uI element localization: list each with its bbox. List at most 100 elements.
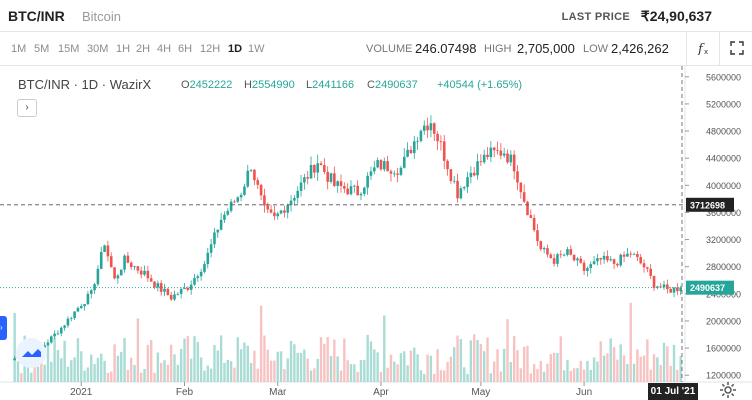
candle-body — [586, 268, 589, 271]
x-tick-label: May — [471, 387, 490, 398]
timeframe-4h[interactable]: 4H — [157, 43, 172, 55]
crosshair-price-badge — [686, 197, 734, 212]
volume-bar — [176, 364, 180, 382]
volume-bar — [249, 362, 253, 382]
volume-bar — [179, 348, 183, 382]
x-tick-label: 2021 — [70, 387, 93, 398]
volume-bar — [30, 372, 33, 382]
volume-bar — [446, 361, 449, 382]
candle-body — [596, 258, 599, 262]
volume-bar — [306, 358, 309, 382]
timeframe-1m[interactable]: 1M — [11, 43, 27, 55]
volume-bar — [409, 350, 413, 382]
candle-body — [199, 271, 203, 277]
volume-bar — [123, 337, 126, 382]
high-label: HIGH — [484, 43, 512, 55]
volume-bar — [476, 340, 479, 382]
timeframe-6h[interactable]: 6H — [178, 43, 193, 55]
candle-body — [59, 327, 63, 334]
volume-bar — [482, 351, 486, 382]
volume-bar — [436, 349, 439, 382]
volume-bar — [43, 364, 46, 382]
candle-body — [626, 253, 629, 257]
candle-body — [559, 254, 563, 256]
pair-symbol[interactable]: BTC/INR — [8, 8, 65, 24]
svg-text:x: x — [704, 48, 708, 55]
volume-bar — [592, 357, 596, 382]
candle-body — [432, 123, 436, 134]
volume-bar — [323, 343, 326, 382]
volume-bar — [303, 349, 306, 382]
candle-body — [189, 284, 193, 290]
legend-collapse-button[interactable]: › — [17, 99, 37, 117]
volume-bar — [499, 371, 503, 382]
candle-body — [169, 294, 173, 300]
volume-bar — [36, 366, 40, 382]
candle-body — [153, 281, 156, 288]
candle-body — [93, 284, 96, 291]
legend-high: H2554990 — [244, 79, 295, 91]
last-price-label: LAST PRICE — [561, 11, 630, 23]
price-chart[interactable]: 5600000 5200000 4800000 4400000 4000000 36000… — [0, 66, 752, 400]
candle-body — [422, 125, 426, 131]
candle-body — [446, 160, 449, 170]
timeframe-30m[interactable]: 30M — [87, 43, 109, 55]
volume-bar — [256, 368, 259, 382]
volume-bar — [299, 352, 303, 382]
volume-bar — [346, 360, 349, 382]
candle-body — [406, 149, 409, 157]
timeframe-15m[interactable]: 15M — [58, 43, 80, 55]
volume-bar — [426, 354, 429, 382]
indicators-button[interactable]: f x — [686, 32, 719, 66]
volume-bar — [246, 345, 249, 382]
tradingview-logo[interactable] — [16, 338, 46, 368]
volume-bar — [649, 369, 652, 382]
candle-body — [83, 304, 86, 307]
timeframe-1d[interactable]: 1D — [228, 43, 243, 55]
volume-bar — [606, 353, 609, 382]
volume-bar — [539, 360, 543, 382]
candle-body — [542, 248, 546, 250]
candle-body — [576, 258, 579, 261]
fullscreen-button[interactable] — [719, 32, 752, 66]
volume-bar — [632, 363, 636, 382]
volume-bar — [443, 370, 446, 382]
candle-body — [472, 172, 476, 176]
timeframe-1w[interactable]: 1W — [248, 43, 265, 55]
candle-body — [619, 254, 623, 266]
timeframe-2h[interactable]: 2H — [136, 43, 151, 55]
candle-body — [156, 283, 160, 288]
timeframe-1h[interactable]: 1H — [116, 43, 131, 55]
candle-body — [382, 161, 386, 170]
volume-bar — [556, 352, 559, 382]
candle-body — [486, 154, 489, 158]
timeframe-12h[interactable]: 12H — [200, 43, 221, 55]
volume-bar — [209, 368, 213, 382]
candle-body — [662, 284, 666, 288]
high-value: 2,705,000 — [517, 41, 575, 56]
volume-bar — [506, 319, 509, 382]
volume-bar — [662, 342, 666, 382]
volume-bar — [60, 358, 63, 382]
volume-bar — [379, 371, 383, 382]
settings-gear-icon[interactable] — [718, 380, 738, 400]
candle-body — [456, 180, 459, 199]
volume-bar — [559, 336, 562, 382]
timeframe-5m[interactable]: 5M — [34, 43, 50, 55]
candle-body — [649, 268, 652, 276]
volume-bar — [639, 356, 642, 382]
volume-bar — [589, 369, 592, 382]
candle-body — [306, 177, 310, 179]
candle-body — [572, 254, 576, 261]
volume-bar — [509, 362, 513, 382]
candle-body — [462, 187, 466, 189]
volume-bar — [46, 344, 50, 382]
volume-bar — [529, 373, 533, 382]
volume-label: VOLUME — [366, 43, 413, 55]
volume-bar — [189, 358, 193, 382]
candle-body — [219, 219, 223, 230]
volume-bar — [456, 335, 459, 382]
candle-body — [659, 286, 662, 288]
side-panel-tab[interactable]: › — [0, 316, 7, 340]
volume-bar — [479, 343, 483, 382]
